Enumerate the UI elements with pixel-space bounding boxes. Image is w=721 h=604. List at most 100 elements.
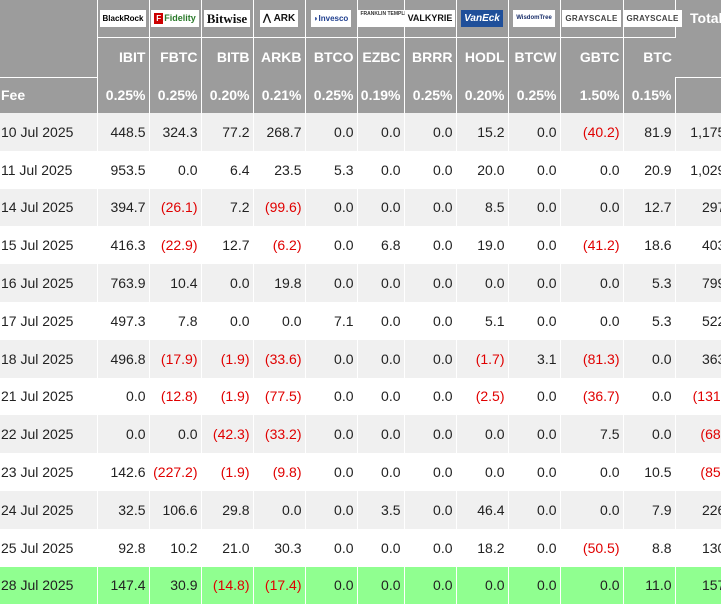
flow-cell-arkb: (77.5) [253, 377, 306, 416]
issuer-logo-blackrock: BlackRock [97, 0, 150, 38]
flow-cell-btco: 0.0 [305, 113, 358, 151]
row-date: 18 Jul 2025 [0, 339, 98, 378]
flow-cell-bitb: (42.3) [201, 415, 254, 454]
flow-cell-arkb: (33.6) [253, 339, 306, 378]
flow-cell-hodl: 18.2 [456, 528, 509, 567]
corner-cell [0, 0, 98, 78]
flow-cell-bitb: 7.2 [201, 188, 254, 227]
flow-cell-brrr: 0.0 [404, 453, 457, 491]
flow-cell-btc: 5.3 [623, 264, 676, 302]
flow-cell-ibit: 142.6 [97, 453, 150, 491]
flow-cell-ezbc: 0.0 [357, 339, 405, 378]
flow-cell-btcw: 0.0 [508, 490, 561, 529]
flow-cell-fbtc: (17.9) [149, 339, 202, 378]
row-total: 226.7 [701, 501, 721, 518]
ticker-brrr: BRRR [404, 37, 457, 77]
row-date: 21 Jul 2025 [0, 377, 98, 416]
ticker-bitb: BITB [201, 37, 254, 77]
row-date: 23 Jul 2025 [0, 453, 98, 491]
row-date: 28 Jul 2025 [0, 566, 98, 604]
flow-cell-brrr: 0.0 [404, 150, 457, 189]
flow-cell-arkb: 23.5 [253, 150, 306, 189]
flow-cell-brrr: 0.0 [404, 566, 457, 604]
flow-cell-hodl: 46.4 [456, 490, 509, 529]
table-row: 25 Jul 2025 92.8 10.2 21.0 30.3 0.0 0.0 0.0 18.2… [0, 528, 721, 567]
flow-cell-brrr: 0.0 [404, 113, 457, 151]
flow-cell-fbtc: (227.2) [149, 453, 202, 491]
flow-cell-gbtc: 0.0 [560, 264, 624, 302]
fee-btcw: 0.25% [508, 77, 561, 113]
row-total: (131.4) [692, 388, 721, 405]
table-row: 24 Jul 2025 32.5 106.6 29.8 0.0 0.0 3.5 0.0 46.4… [0, 490, 721, 529]
fee-brrr: 0.25% [404, 77, 457, 113]
fee-btco: 0.25% [305, 77, 358, 113]
flow-cell-brrr: 0.0 [404, 339, 457, 378]
table-row: 14 Jul 2025 394.7 (26.1) 7.2 (99.6) 0.0 0.0 0.0… [0, 188, 721, 227]
flow-cell-ezbc: 0.0 [357, 113, 405, 151]
flow-cell-btc: 5.3 [623, 301, 676, 340]
flow-cell-hodl: (1.7) [456, 339, 509, 378]
flow-cell-btcw: 0.0 [508, 226, 561, 265]
flow-cell-btco: 7.1 [305, 301, 358, 340]
flow-cell-bitb: (1.9) [201, 339, 254, 378]
flow-cell-hodl: 5.1 [456, 301, 509, 340]
issuer-logo-wisdomtree: WisdomTree [508, 0, 561, 38]
fee-bitb: 0.20% [201, 77, 254, 113]
table-row: 18 Jul 2025 496.8 (17.9) (1.9) (33.6) 0.0 0.0 0… [0, 339, 721, 378]
flow-cell-btco: 5.3 [305, 150, 358, 189]
logo-row: BlackRock F Fidelity Bitwise ⋀ ARK ◗Inves… [0, 0, 721, 78]
flow-cell-btc: 18.6 [623, 226, 676, 265]
row-total: 130.8 [701, 539, 721, 556]
fee-gbtc: 1.50% [560, 77, 624, 113]
flow-cell-gbtc: (40.2) [560, 113, 624, 151]
row-date: 10 Jul 2025 [0, 113, 98, 151]
table-row: 15 Jul 2025 416.3 (22.9) 12.7 (6.2) 0.0 6.8 0.0… [0, 226, 721, 265]
flow-cell-bitb: 21.0 [201, 528, 254, 567]
flow-cell-hodl: 0.0 [456, 566, 509, 604]
flow-cell-ezbc: 0.0 [357, 150, 405, 189]
flow-cell-btcw: 3.1 [508, 339, 561, 378]
row-date: 17 Jul 2025 [0, 301, 98, 340]
flow-cell-arkb: (9.8) [253, 453, 306, 491]
flow-cell-btcw: 0.0 [508, 528, 561, 567]
flow-cell-arkb: 0.0 [253, 490, 306, 529]
flow-cell-btc: 12.7 [623, 188, 676, 227]
flow-cell-ezbc: 6.8 [357, 226, 405, 265]
row-total: 297.4 [701, 199, 721, 216]
flow-cell-arkb: (33.2) [253, 415, 306, 454]
flow-cell-btcw: 0.0 [508, 415, 561, 454]
flow-cell-fbtc: 0.0 [149, 150, 202, 189]
flow-cell-btco: 0.0 [305, 339, 358, 378]
flow-cell-hodl: (2.5) [456, 377, 509, 416]
flow-cell-brrr: 0.0 [404, 528, 457, 567]
fee-ibit: 0.25% [97, 77, 150, 113]
flow-cell-bitb: 29.8 [201, 490, 254, 529]
flow-cell-fbtc: 7.8 [149, 301, 202, 340]
flow-cell-btc: 81.9 [623, 113, 676, 151]
flow-cell-btc: 10.5 [623, 453, 676, 491]
flow-cell-btc: 20.9 [623, 150, 676, 189]
flow-cell-bitb: 0.0 [201, 301, 254, 340]
flow-cell-ezbc: 0.0 [357, 301, 405, 340]
issuer-logo-vaneck: VanEck [456, 0, 509, 38]
flow-cell-ibit: 147.4 [97, 566, 150, 604]
flow-cell-btco: 0.0 [305, 377, 358, 416]
flow-cell-bitb: 0.0 [201, 264, 254, 302]
flow-cell-ezbc: 0.0 [357, 528, 405, 567]
flow-cell-btcw: 0.0 [508, 301, 561, 340]
table-row: 16 Jul 2025 763.9 10.4 0.0 19.8 0.0 0.0 0.0 0.0 0… [0, 264, 721, 302]
fee-arkb: 0.21% [253, 77, 306, 113]
flow-cell-ibit: 763.9 [97, 264, 150, 302]
flow-cell-btc: 0.0 [623, 415, 676, 454]
flow-cell-arkb: (6.2) [253, 226, 306, 265]
ark-chevron-icon: ⋀ [262, 13, 274, 25]
flow-cell-hodl: 8.5 [456, 188, 509, 227]
flow-cell-hodl: 0.0 [456, 264, 509, 302]
total-header: Total [675, 0, 721, 78]
flow-cell-brrr: 0.0 [404, 490, 457, 529]
flow-cell-ibit: 92.8 [97, 528, 150, 567]
flow-cell-ibit: 0.0 [97, 415, 150, 454]
flow-cell-bitb: (1.9) [201, 377, 254, 416]
fee-row: Fee 0.25% 0.25% 0.20% 0.21% 0.25% 0.19% … [0, 77, 721, 113]
flow-cell-gbtc: (81.3) [560, 339, 624, 378]
